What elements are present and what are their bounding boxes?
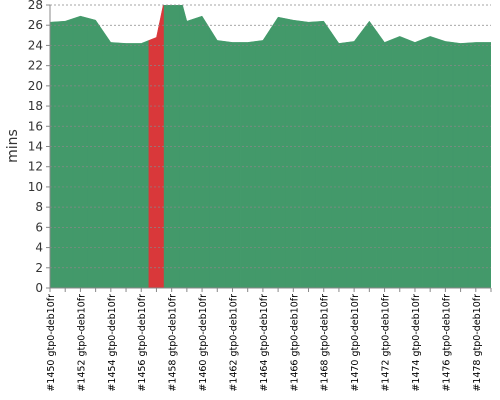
plot-area: [50, 5, 491, 288]
y-tick-label: 28: [28, 0, 43, 12]
y-tick-label: 2: [35, 261, 43, 275]
area-segment: [331, 31, 347, 288]
x-tick-label: #1450 gtp0-deb10fr: [46, 294, 57, 392]
area-segment: [315, 20, 332, 288]
area-segment: [255, 27, 271, 288]
y-tick-label: 16: [28, 119, 43, 133]
area-segment: [57, 18, 74, 288]
x-tick-label: #1462 gtp0-deb10fr: [228, 294, 239, 392]
area-segment: [133, 40, 150, 288]
area-segment: [407, 38, 423, 288]
x-tick-label: #1466 gtp0-deb10fr: [289, 294, 300, 392]
y-tick-label: 4: [35, 241, 43, 255]
x-tick-label: #1452 gtp0-deb10fr: [76, 294, 87, 392]
x-tick-label: #1470 gtp0-deb10fr: [350, 294, 361, 392]
y-tick-label: 20: [28, 79, 43, 93]
area-segment: [467, 42, 484, 288]
area-segment: [376, 31, 393, 288]
x-tick-label: #1464 gtp0-deb10fr: [259, 294, 270, 392]
area-segment: [270, 16, 286, 288]
area-segment: [224, 41, 241, 288]
area-segment: [422, 36, 439, 288]
y-tick-label: 6: [35, 220, 43, 234]
x-tick-label: #1472 gtp0-deb10fr: [381, 294, 392, 392]
x-tick-label: #1458 gtp0-deb10fr: [168, 294, 179, 392]
y-tick-label: 26: [28, 18, 43, 32]
x-tick-label: #1456 gtp0-deb10fr: [137, 294, 148, 392]
x-tick-label: #1474 gtp0-deb10fr: [411, 294, 422, 392]
area-segment: [346, 30, 362, 288]
y-tick-label: 22: [28, 59, 43, 73]
area-segment: [102, 30, 119, 288]
area-segment: [118, 42, 134, 288]
x-tick-label: #1476 gtp0-deb10fr: [441, 294, 452, 392]
y-tick-label: 18: [28, 99, 43, 113]
x-tick-label: #1454 gtp0-deb10fr: [107, 294, 118, 392]
area-segment: [163, 5, 180, 288]
y-tick-label: 12: [28, 160, 43, 174]
area-segment: [179, 5, 195, 288]
area-segment: [239, 41, 256, 288]
area-segment: [285, 18, 302, 288]
area-segment: [50, 21, 58, 288]
y-axis-label: mins: [5, 129, 21, 163]
x-tick-label: #1460 gtp0-deb10fr: [198, 294, 209, 392]
area-segment: [209, 27, 226, 288]
y-tick-label: 14: [28, 140, 43, 154]
area-segment: [194, 15, 210, 288]
area-segment: [452, 42, 469, 288]
y-tick-label: 0: [35, 281, 43, 295]
area-segment: [483, 42, 491, 288]
area-segment: [361, 20, 378, 288]
area-segment: [437, 38, 454, 288]
area-segment: [72, 15, 89, 288]
y-tick-label: 10: [28, 180, 43, 194]
x-tick-label: #1468 gtp0-deb10fr: [320, 294, 331, 392]
y-tick-label: 8: [35, 200, 43, 214]
area-segment: [148, 5, 165, 288]
x-tick-label: #1478 gtp0-deb10fr: [472, 294, 483, 392]
area-segment: [391, 36, 408, 288]
y-tick-label: 24: [28, 38, 43, 52]
area-segment: [300, 20, 317, 288]
